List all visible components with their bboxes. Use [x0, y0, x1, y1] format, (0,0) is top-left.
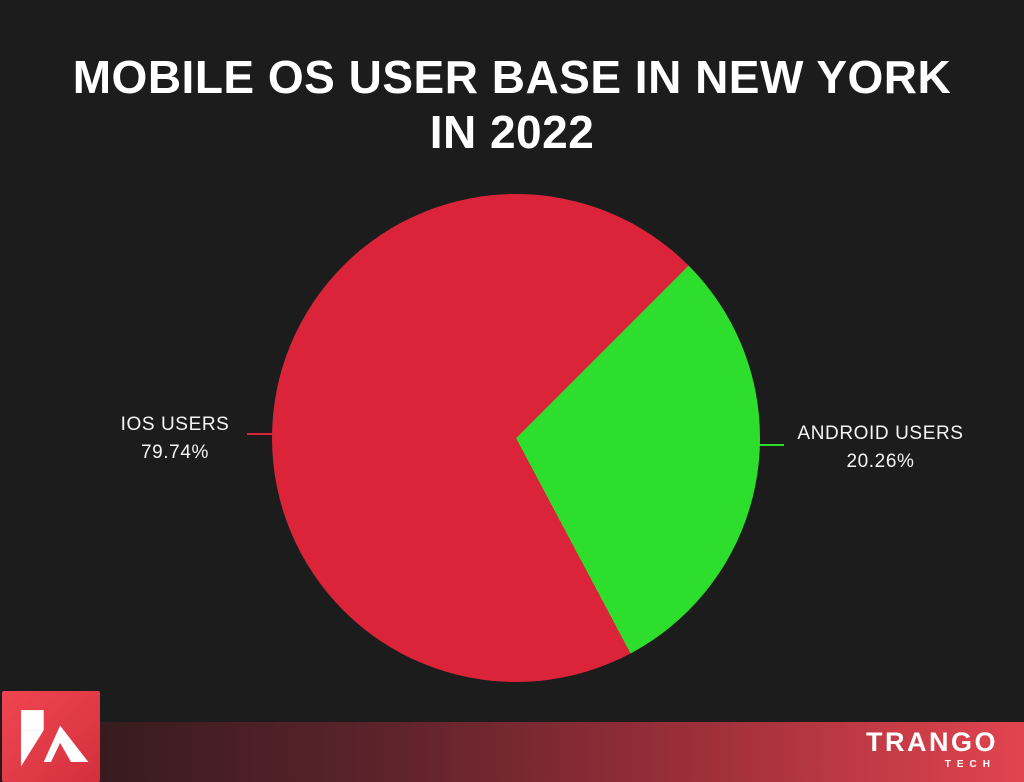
android-percentage: 20.26%	[846, 451, 915, 472]
page-title: MOBILE OS USER BASE IN NEW YORK IN 2022	[0, 50, 1024, 160]
title-line-2: IN 2022	[429, 106, 595, 158]
arrow-up-icon	[2, 691, 100, 782]
title-line-1: MOBILE OS USER BASE IN NEW YORK	[72, 51, 952, 103]
android-label-text: ANDROID USERS	[797, 423, 964, 444]
brand-wordmark: TRANGO TECH	[866, 727, 998, 771]
android-leader-line	[758, 444, 784, 446]
brand-name: TRANGO	[866, 727, 998, 757]
pie-chart	[272, 194, 760, 682]
ios-label-text: IOS USERS	[120, 414, 230, 435]
brand-subtitle: TECH	[944, 759, 996, 770]
trango-logo-mark	[2, 691, 100, 782]
ios-percentage: 79.74%	[140, 442, 210, 463]
footer-bar	[0, 722, 1024, 782]
ios-leader-line	[247, 433, 273, 435]
ios-slice-label: IOS USERS 79.74%	[85, 411, 265, 467]
android-slice-label: ANDROID USERS 20.26%	[788, 420, 973, 476]
